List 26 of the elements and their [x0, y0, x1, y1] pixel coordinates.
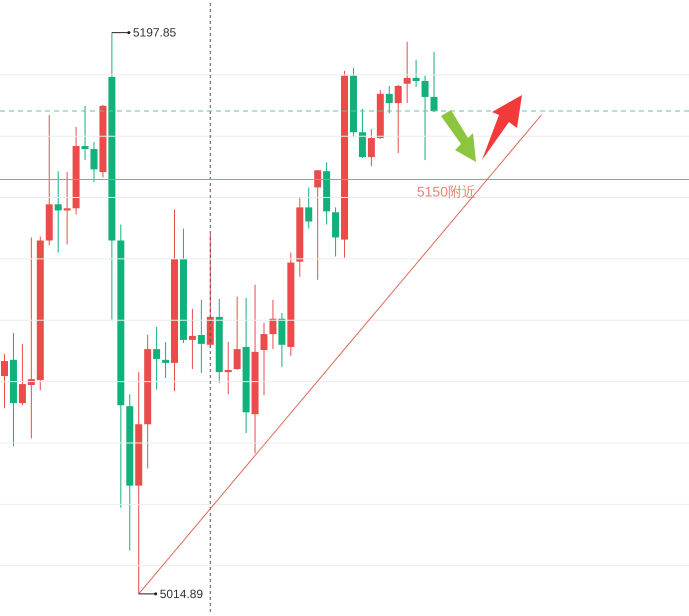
annotation: 5014.89 [160, 586, 204, 601]
candlestick [404, 41, 411, 104]
candlestick [314, 170, 322, 280]
candlestick [1, 354, 8, 409]
candlestick [188, 308, 196, 370]
candlestick [162, 342, 170, 378]
candlestick [305, 186, 312, 230]
candlestick [234, 296, 241, 370]
candlestick [64, 172, 71, 245]
candlestick [82, 105, 89, 161]
candlestick [198, 299, 205, 374]
candlestick [386, 85, 393, 114]
candlestick [153, 326, 160, 390]
candlestick [18, 343, 26, 406]
candlestick [224, 342, 232, 395]
ref-line-label: 5150附近 [416, 183, 476, 200]
candlestick [260, 322, 268, 396]
candlestick [54, 170, 62, 253]
candlestick [422, 75, 429, 161]
candlestick [412, 59, 420, 88]
annotation: 5197.85 [132, 26, 177, 40]
candlestick [430, 51, 438, 112]
candlestick [269, 299, 276, 350]
candlestick [90, 142, 98, 183]
candlestick [394, 84, 402, 154]
candlestick [368, 128, 375, 167]
